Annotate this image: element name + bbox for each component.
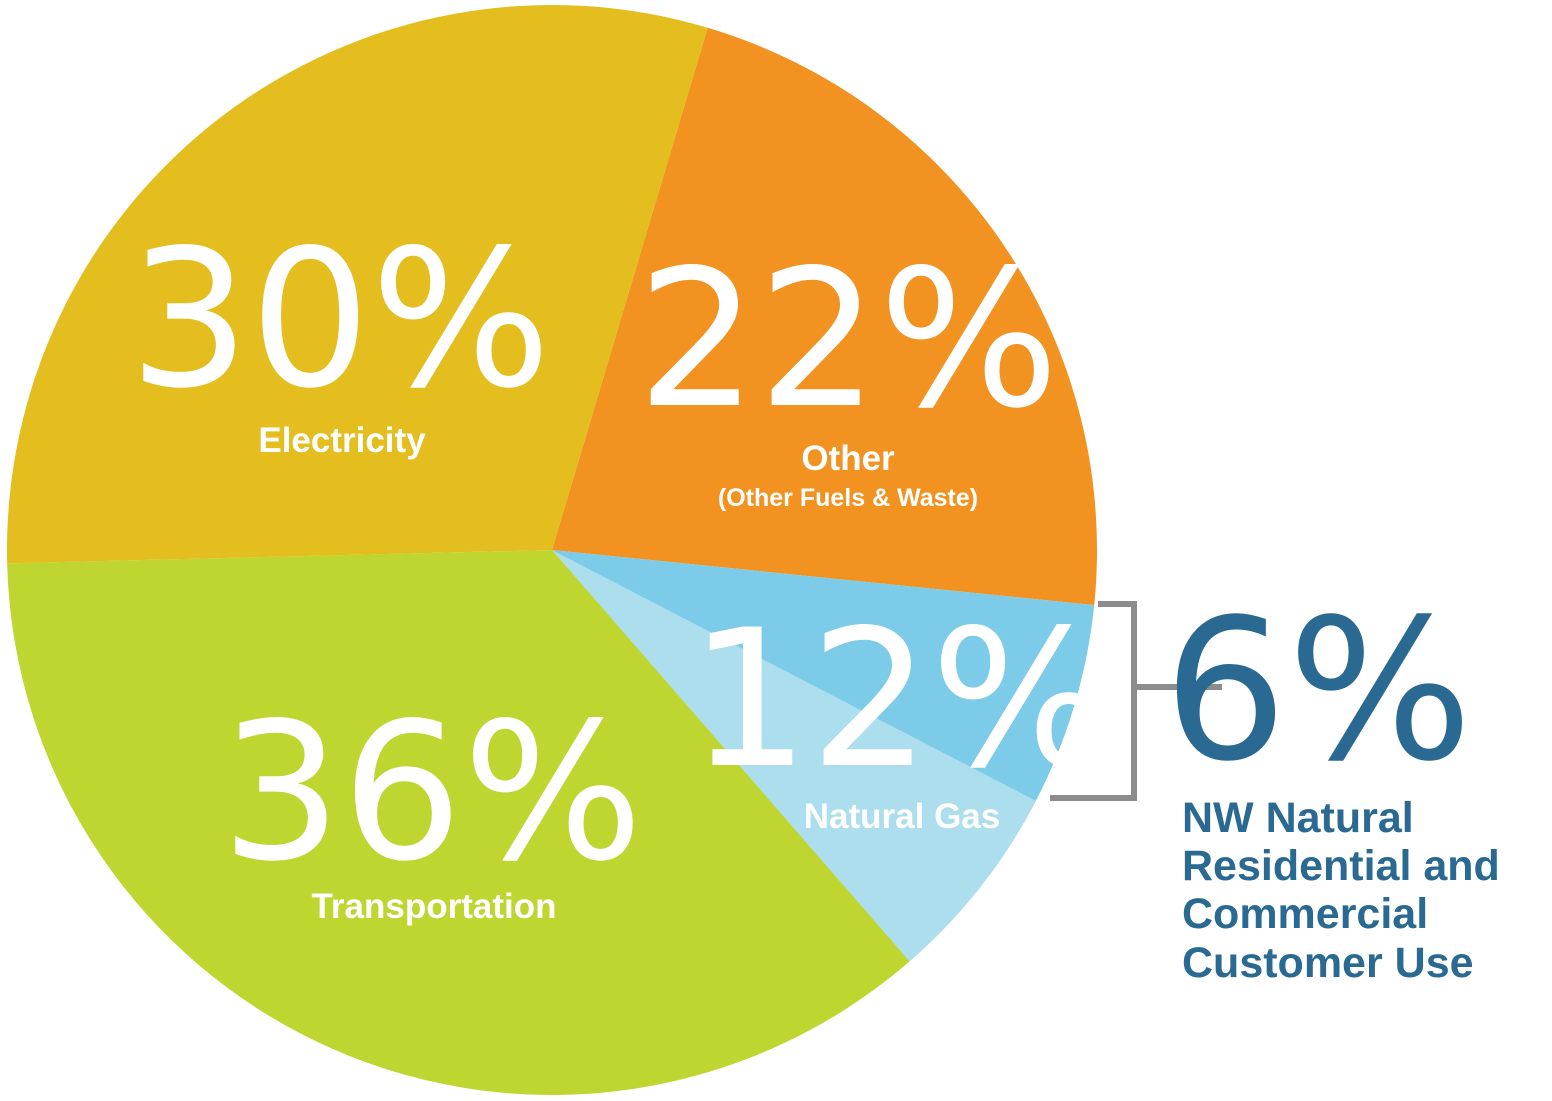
callout-bracket xyxy=(1050,601,1222,801)
callout-line-4: Customer Use xyxy=(1182,939,1474,987)
callout-line-1: NW Natural xyxy=(1182,794,1414,842)
transportation-percent-label: 36% xyxy=(221,682,643,903)
natural-gas-label: Natural Gas xyxy=(804,797,1000,836)
callout-line-3: Commercial xyxy=(1182,890,1428,938)
pie-slices xyxy=(6,4,1098,1096)
other-percent-label: 22% xyxy=(637,229,1059,450)
electricity-percent-label: 30% xyxy=(129,209,551,430)
slice-electricity xyxy=(6,4,708,564)
electricity-label: Electricity xyxy=(258,421,426,460)
other-label: Other xyxy=(801,439,895,478)
slice-transportation xyxy=(7,550,910,1096)
slice-natural-gas-customer-use xyxy=(552,550,1036,962)
transportation-label: Transportation xyxy=(311,887,556,926)
callout-percent-label: 6% xyxy=(1163,577,1472,804)
other-sublabel: (Other Fuels & Waste) xyxy=(718,484,978,512)
slice-other xyxy=(552,27,1098,606)
callout-line-2: Residential and xyxy=(1182,842,1500,890)
natural-gas-percent-label: 12% xyxy=(689,589,1111,810)
